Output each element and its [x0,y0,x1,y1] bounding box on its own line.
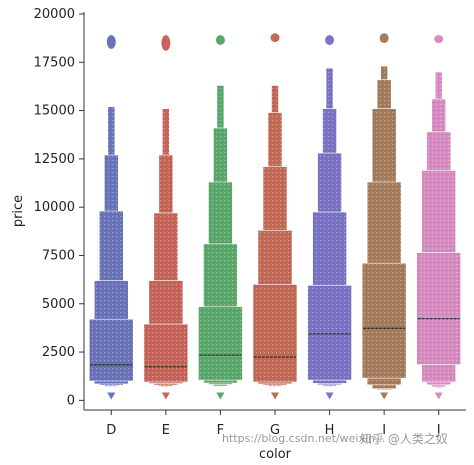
boxen-box-texture [143,324,188,382]
x-tick-label: G [270,423,280,438]
boxen-group-D [88,35,134,400]
x-tick-label: H [325,423,335,438]
low-outlier-marker [216,392,225,400]
boxen-box-texture [362,263,407,379]
y-axis-label: price [11,195,26,227]
y-tick-label: 7500 [42,248,75,263]
low-outlier-marker [434,392,443,400]
outlier-cluster [106,35,116,49]
outlier-cluster [434,35,444,44]
x-tick-label: F [217,423,224,438]
low-outlier-marker [325,392,334,400]
x-tick-label: J [436,423,441,438]
boxen-group-H [307,35,352,400]
outlier-cluster [270,33,280,43]
y-tick-label: 15000 [34,104,75,119]
low-outlier-marker [107,392,116,400]
x-axis-label: color [259,447,292,462]
boxen-group-E [143,35,189,400]
boxen-box-texture [253,284,297,382]
boxen-box-texture [307,285,352,381]
outlier-cluster [379,33,389,44]
boxen-box-texture [416,252,461,365]
watermark-brand: 知乎 @人类之奴 [360,432,448,446]
x-tick-label: D [106,423,116,438]
boxen-box-texture [89,319,134,382]
x-tick-label: E [162,423,170,438]
y-tick-label: 10000 [34,200,75,215]
y-tick-label: 0 [67,393,75,408]
outlier-cluster [161,35,171,51]
plot-area [88,33,462,400]
y-axis-ticks: 0 2500 5000 7500 10000 12500 15000 17500 20000 [34,7,84,408]
low-outlier-marker [161,392,170,400]
y-tick-label: 20000 [34,7,75,22]
boxen-group-F [198,35,243,400]
boxen-group-G [252,33,298,400]
low-outlier-marker [271,392,279,400]
watermark-url: https://blog.csdn.net/weixin... [222,432,386,445]
y-tick-label: 2500 [42,345,75,360]
x-tick-label: I [382,423,386,438]
boxen-box-texture [198,306,243,381]
y-tick-label: 17500 [34,55,75,70]
boxen-group-I [361,33,407,400]
y-tick-label: 5000 [42,297,75,312]
x-axis-ticks: D E F G H I J [106,410,441,438]
boxen-group-J [416,35,462,400]
outlier-cluster [215,35,225,45]
y-tick-label: 12500 [34,152,75,167]
low-outlier-marker [380,392,389,400]
outlier-cluster [325,35,335,45]
